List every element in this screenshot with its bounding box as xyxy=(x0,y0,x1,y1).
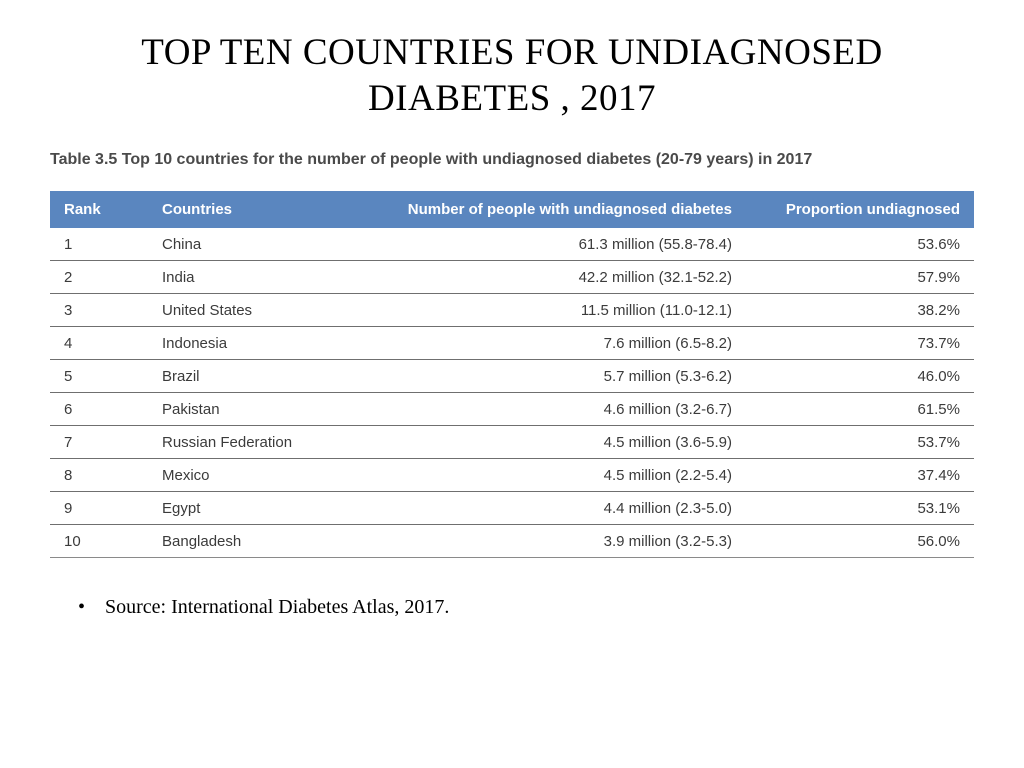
cell-country: India xyxy=(148,260,366,293)
table-body: 1 China 61.3 million (55.8-78.4) 53.6% 2… xyxy=(50,228,974,558)
table-row: 3 United States 11.5 million (11.0-12.1)… xyxy=(50,293,974,326)
table-row: 4 Indonesia 7.6 million (6.5-8.2) 73.7% xyxy=(50,326,974,359)
cell-rank: 4 xyxy=(50,326,148,359)
cell-prop: 46.0% xyxy=(746,359,974,392)
cell-country: Indonesia xyxy=(148,326,366,359)
cell-prop: 61.5% xyxy=(746,392,974,425)
cell-rank: 10 xyxy=(50,524,148,557)
cell-prop: 53.6% xyxy=(746,228,974,261)
cell-country: Brazil xyxy=(148,359,366,392)
table-row: 5 Brazil 5.7 million (5.3-6.2) 46.0% xyxy=(50,359,974,392)
table-row: 8 Mexico 4.5 million (2.2-5.4) 37.4% xyxy=(50,458,974,491)
cell-country: Egypt xyxy=(148,491,366,524)
cell-count: 4.5 million (3.6-5.9) xyxy=(366,425,746,458)
slide: TOP TEN COUNTRIES FOR UNDIAGNOSED DIABET… xyxy=(0,0,1024,639)
cell-rank: 7 xyxy=(50,425,148,458)
table-row: 2 India 42.2 million (32.1-52.2) 57.9% xyxy=(50,260,974,293)
cell-count: 42.2 million (32.1-52.2) xyxy=(366,260,746,293)
cell-count: 5.7 million (5.3-6.2) xyxy=(366,359,746,392)
source-text: Source: International Diabetes Atlas, 20… xyxy=(105,596,449,618)
table-row: 9 Egypt 4.4 million (2.3-5.0) 53.1% xyxy=(50,491,974,524)
table-row: 6 Pakistan 4.6 million (3.2-6.7) 61.5% xyxy=(50,392,974,425)
cell-prop: 57.9% xyxy=(746,260,974,293)
col-header-prop: Proportion undiagnosed xyxy=(746,191,974,228)
col-header-country: Countries xyxy=(148,191,366,228)
cell-count: 61.3 million (55.8-78.4) xyxy=(366,228,746,261)
cell-country: Bangladesh xyxy=(148,524,366,557)
cell-rank: 1 xyxy=(50,228,148,261)
cell-rank: 9 xyxy=(50,491,148,524)
cell-count: 11.5 million (11.0-12.1) xyxy=(366,293,746,326)
cell-country: Mexico xyxy=(148,458,366,491)
cell-count: 4.6 million (3.2-6.7) xyxy=(366,392,746,425)
col-header-rank: Rank xyxy=(50,191,148,228)
cell-prop: 37.4% xyxy=(746,458,974,491)
cell-country: Pakistan xyxy=(148,392,366,425)
table-row: 10 Bangladesh 3.9 million (3.2-5.3) 56.0… xyxy=(50,524,974,557)
cell-count: 4.5 million (2.2-5.4) xyxy=(366,458,746,491)
cell-rank: 2 xyxy=(50,260,148,293)
cell-prop: 73.7% xyxy=(746,326,974,359)
cell-prop: 38.2% xyxy=(746,293,974,326)
cell-prop: 56.0% xyxy=(746,524,974,557)
cell-count: 3.9 million (3.2-5.3) xyxy=(366,524,746,557)
cell-prop: 53.1% xyxy=(746,491,974,524)
page-title: TOP TEN COUNTRIES FOR UNDIAGNOSED DIABET… xyxy=(50,30,974,123)
cell-country: Russian Federation xyxy=(148,425,366,458)
bullet-icon: • xyxy=(78,596,100,619)
cell-count: 4.4 million (2.3-5.0) xyxy=(366,491,746,524)
col-header-count: Number of people with undiagnosed diabet… xyxy=(366,191,746,228)
cell-country: China xyxy=(148,228,366,261)
table-header-row: Rank Countries Number of people with und… xyxy=(50,191,974,228)
cell-rank: 8 xyxy=(50,458,148,491)
cell-rank: 6 xyxy=(50,392,148,425)
cell-rank: 3 xyxy=(50,293,148,326)
cell-rank: 5 xyxy=(50,359,148,392)
table-caption: Table 3.5 Top 10 countries for the numbe… xyxy=(50,151,974,169)
cell-prop: 53.7% xyxy=(746,425,974,458)
data-table: Rank Countries Number of people with und… xyxy=(50,191,974,558)
table-row: 1 China 61.3 million (55.8-78.4) 53.6% xyxy=(50,228,974,261)
table-row: 7 Russian Federation 4.5 million (3.6-5.… xyxy=(50,425,974,458)
cell-count: 7.6 million (6.5-8.2) xyxy=(366,326,746,359)
source-line: • Source: International Diabetes Atlas, … xyxy=(78,596,974,619)
cell-country: United States xyxy=(148,293,366,326)
